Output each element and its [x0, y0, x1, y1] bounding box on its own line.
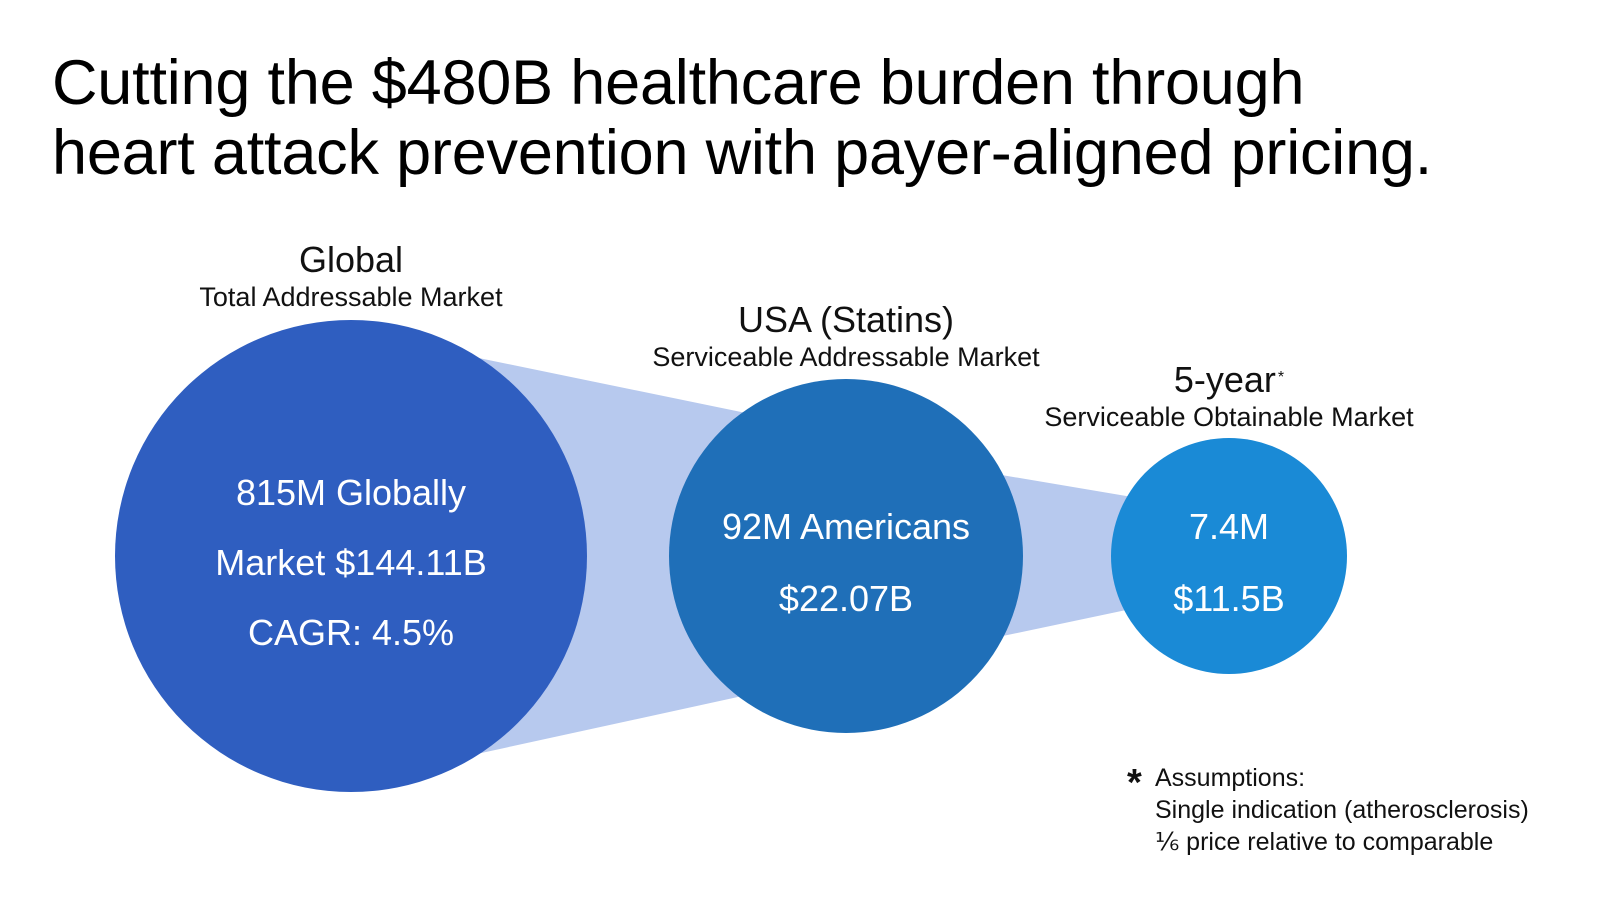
label-5yr-heading: 5-year: [1173, 359, 1276, 400]
5yr-market-size: $11.5B: [1173, 578, 1285, 619]
label-5yr-asterisk: *: [1277, 369, 1285, 386]
usa-population: 92M Americans: [721, 506, 971, 547]
global-cagr: CAGR: 4.5%: [247, 612, 455, 653]
footnote-asterisk: *: [1127, 762, 1142, 804]
label-global: Global Total Addressable Market: [199, 239, 502, 313]
label-5yr-heading-wrap: 5-year *: [1044, 359, 1413, 401]
circle-global-text: 815M Globally Market $144.11B CAGR: 4.5%: [215, 458, 487, 668]
footnote-line-3: ⅙ price relative to comparable: [1155, 828, 1494, 856]
title-line-1: Cutting the $480B healthcare burden thro…: [52, 48, 1305, 118]
label-global-subheading: Total Addressable Market: [199, 282, 503, 312]
circle-global: [115, 320, 587, 792]
circle-usa: [669, 379, 1023, 733]
label-usa: USA (Statins) Serviceable Addressable Ma…: [652, 299, 1039, 373]
footnote-line-1: Assumptions:: [1155, 764, 1306, 792]
global-market-size: Market $144.11B: [215, 542, 487, 583]
footnote-line-2: Single indication (atherosclerosis): [1155, 796, 1529, 824]
page-title: Cutting the $480B healthcare burden thro…: [52, 48, 1432, 188]
usa-market-size: $22.07B: [778, 578, 914, 619]
circle-usa-text: 92M Americans $22.07B: [722, 491, 970, 635]
circle-5yr-text: 7.4M $11.5B: [1173, 491, 1284, 635]
label-5yr-subheading: Serviceable Obtainable Market: [1044, 402, 1414, 432]
5yr-population: 7.4M: [1188, 506, 1270, 547]
circle-5yr: [1111, 438, 1347, 674]
label-5yr: 5-year * Serviceable Obtainable Market: [1044, 359, 1413, 433]
label-usa-subheading: Serviceable Addressable Market: [652, 342, 1040, 372]
title-line-2: heart attack prevention with payer-align…: [52, 118, 1433, 188]
global-population: 815M Globally: [235, 472, 467, 513]
footnote-lines: Assumptions: Single indication (atherosc…: [1155, 762, 1529, 858]
label-global-heading: Global: [298, 239, 404, 280]
label-usa-heading: USA (Statins): [737, 299, 955, 340]
